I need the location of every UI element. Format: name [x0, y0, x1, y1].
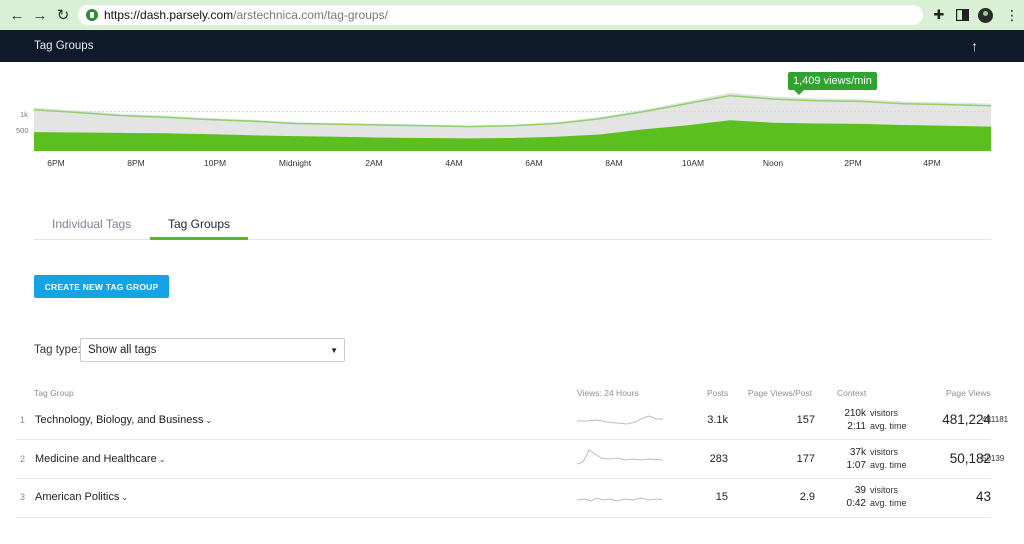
y-tick-label: 1k [20, 110, 28, 119]
page-views-per-post: 2.9 [799, 491, 815, 503]
tag-type-selected-value: Show all tags [88, 344, 157, 356]
reload-icon[interactable]: ↻ [56, 7, 70, 24]
url-path: /arstechnica.com/tag-groups/ [233, 8, 388, 22]
page-views-per-post: 177 [796, 453, 815, 465]
page-views-total: 481,224 [942, 412, 991, 427]
chevron-down-icon: ⌄ [121, 493, 129, 502]
page-views-overflow: 50139 [982, 454, 1005, 463]
current-views-tooltip: 1,409 views/min [788, 72, 877, 95]
more-menu-icon[interactable]: ⋮ [1005, 6, 1019, 23]
url-host: https://dash.parsely.com [104, 8, 234, 22]
create-tag-group-button[interactable]: CREATE NEW TAG GROUP [34, 275, 169, 298]
header-context[interactable]: Context [837, 388, 867, 398]
app-header: Tag Groups ↑ [0, 30, 1024, 62]
avg-time-unit: avg. time [870, 498, 907, 508]
x-tick-label: 4PM [923, 158, 941, 168]
tag-group-name[interactable]: Technology, Biology, and Business ⌄ [35, 414, 212, 426]
tag-type-select[interactable]: Show all tags ▼ [80, 338, 345, 362]
page-views-per-post: 157 [796, 414, 815, 426]
header-page-views[interactable]: Page Views [946, 388, 991, 398]
page-views-total: 43 [975, 489, 991, 504]
site-info-icon[interactable] [86, 9, 98, 21]
context-cell: 37k visitors 1:07 avg. time [840, 447, 907, 473]
tab-individual-tags[interactable]: Individual Tags [52, 217, 132, 231]
x-tick-label: 2PM [844, 158, 862, 168]
tag-group-name[interactable]: Medicine and Healthcare ⌄ [35, 453, 165, 465]
sparkline [577, 497, 663, 502]
visitors-count: 39 [854, 485, 866, 496]
row-number: 1 [20, 415, 26, 425]
row-number: 2 [20, 454, 26, 464]
page-views-overflow: 481181 [982, 415, 1009, 424]
avg-time-unit: avg. time [870, 421, 907, 431]
x-tick-label: 8AM [605, 158, 623, 168]
x-tick-label: 8PM [127, 158, 145, 168]
forward-arrow-icon[interactable]: → [32, 6, 48, 24]
tab-tag-groups[interactable]: Tag Groups [150, 213, 249, 240]
header-page-views-per-post[interactable]: Page Views/Post [748, 388, 813, 398]
x-tick-label: 6PM [47, 158, 65, 168]
tag-group-label: American Politics [35, 491, 120, 503]
series-area-current [34, 120, 991, 151]
table-row[interactable]: 3 American Politics ⌄ 15 2.9 39 visitors 0… [16, 479, 991, 518]
x-tick-label: 10AM [681, 158, 705, 168]
visitors-unit: visitors [870, 447, 899, 457]
tag-tabs: Individual Tags Tag Groups [34, 213, 991, 240]
visitors-count: 37k [849, 447, 866, 458]
views-area-chart [33, 92, 992, 151]
avg-time: 1:07 [846, 460, 866, 471]
visitors-unit: visitors [870, 408, 899, 418]
x-tick-label: Noon [762, 158, 784, 168]
tag-group-label: Medicine and Healthcare [35, 453, 157, 465]
series-line-total [33, 94, 992, 128]
row-number: 3 [20, 492, 26, 502]
scroll-up-arrow-icon[interactable]: ↑ [971, 38, 978, 54]
header-tag-group[interactable]: Tag Group [34, 388, 74, 398]
profile-avatar-icon[interactable] [977, 7, 993, 23]
back-arrow-icon[interactable]: ← [9, 6, 25, 24]
sparkline [577, 415, 663, 425]
x-tick-label: 2AM [365, 158, 383, 168]
chevron-down-icon: ⌄ [205, 416, 213, 425]
side-panel-icon[interactable] [954, 7, 970, 23]
posts-count: 3.1k [707, 414, 728, 426]
context-cell: 210k visitors 2:11 avg. time [840, 408, 907, 434]
tag-group-name[interactable]: American Politics ⌄ [35, 491, 128, 503]
x-tick-label: 4AM [445, 158, 463, 168]
realtime-views-chart: 1k 500 1,409 views/min 6PM 8PM 10PM Midnigh… [0, 62, 1024, 174]
y-tick-label: 500 [16, 126, 29, 135]
x-tick-label: 10PM [203, 158, 227, 168]
table-row[interactable]: 1 Technology, Biology, and Business ⌄ 3.1… [16, 401, 1008, 440]
posts-count: 283 [709, 453, 728, 465]
caret-down-icon: ▼ [330, 346, 338, 355]
sparkline [577, 449, 663, 465]
extensions-puzzle-icon[interactable]: ✚ [933, 7, 945, 22]
x-tick-label: Midnight [278, 158, 312, 168]
visitors-unit: visitors [870, 485, 899, 495]
browser-toolbar: ← → ↻ https://dash.parsely.com/arstechni… [0, 0, 1024, 30]
chevron-down-icon: ⌄ [158, 455, 166, 464]
posts-count: 15 [715, 491, 728, 503]
tag-type-label: Tag type: [34, 344, 81, 356]
header-views-24h[interactable]: Views: 24 Hours [577, 388, 639, 398]
avg-time: 2:11 [847, 421, 866, 432]
context-cell: 39 visitors 0:42 avg. time [840, 485, 907, 511]
x-tick-label: 6AM [525, 158, 543, 168]
page-views-total: 50,182 [949, 451, 991, 466]
avg-time: 0:42 [846, 498, 866, 509]
page-title: Tag Groups [34, 40, 94, 52]
address-bar[interactable]: https://dash.parsely.com/arstechnica.com… [78, 5, 923, 25]
header-posts[interactable]: Posts [707, 388, 729, 398]
tag-group-label: Technology, Biology, and Business [35, 414, 204, 426]
avg-time-unit: avg. time [870, 460, 907, 470]
visitors-count: 210k [844, 408, 866, 419]
table-row[interactable]: 2 Medicine and Healthcare ⌄ 283 177 37k vi… [16, 440, 1004, 479]
